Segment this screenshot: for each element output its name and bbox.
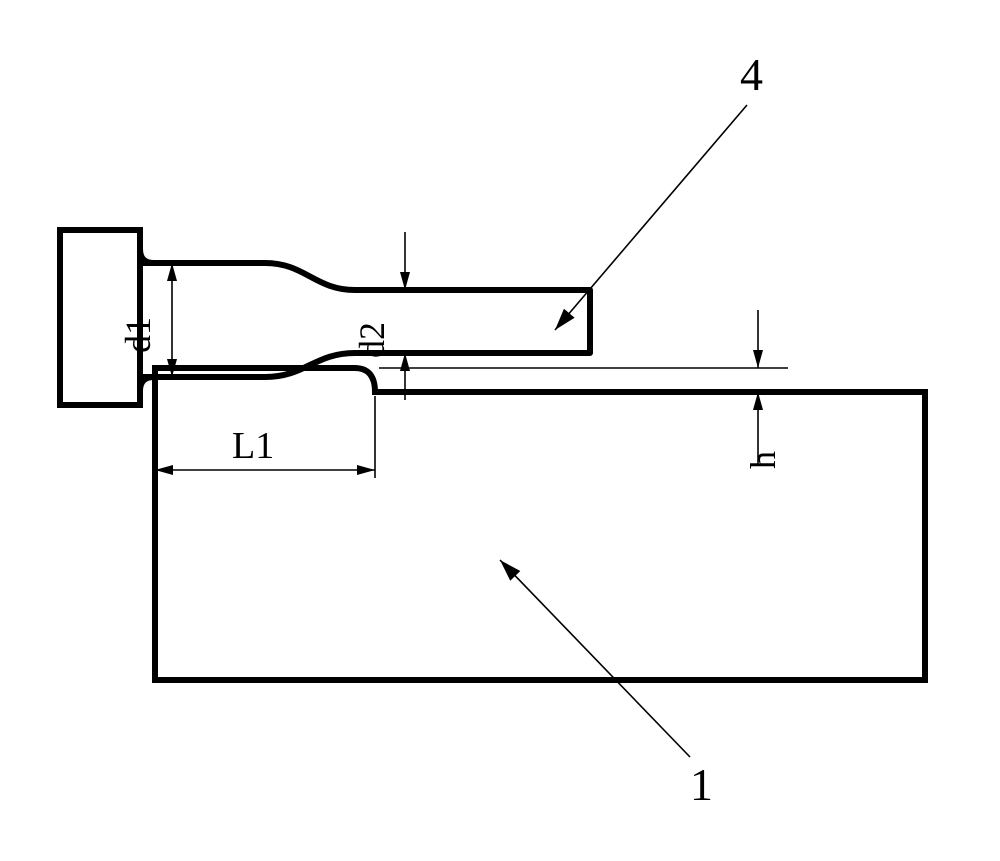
dim-label-L1: L1 (232, 425, 274, 467)
dim-label-h: h (743, 451, 783, 469)
part-assembly-outline (60, 230, 925, 680)
shaft-part-4 (140, 263, 590, 377)
dim-label-d2: d2 (352, 322, 392, 358)
block-part-1 (155, 368, 925, 680)
dim-label-d1: d1 (118, 317, 158, 353)
callout-label-4: 4 (740, 49, 763, 100)
dimensions: d1 d2 h L1 4 1 (118, 49, 788, 810)
callout-label-1: 1 (690, 759, 713, 810)
